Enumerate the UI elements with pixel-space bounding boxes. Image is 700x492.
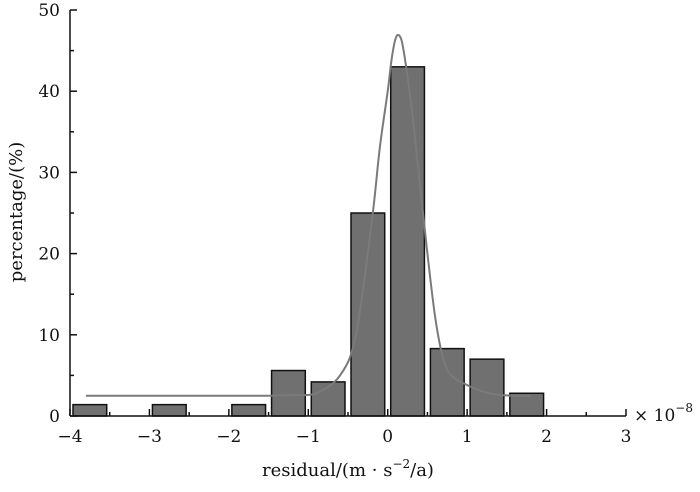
y-tick-label: 10: [38, 326, 60, 346]
y-tick-label: 0: [49, 407, 60, 427]
y-tick-label: 40: [38, 82, 60, 102]
x-ticks-group: −4 −3 −2 −1 0 1 2 3: [57, 409, 631, 447]
x-tick-label: 2: [541, 427, 552, 447]
histogram-bar: [72, 403, 108, 417]
x-multiplier-base: × 10: [634, 406, 675, 426]
y-tick-label: 20: [38, 245, 60, 265]
x-axis-multiplier: × 10−8: [634, 401, 693, 426]
y-tick-label: 30: [38, 163, 60, 183]
histogram-bar: [231, 403, 267, 417]
x-multiplier-exp: −8: [675, 401, 693, 415]
histogram-bar: [350, 212, 386, 417]
histogram-bar: [429, 347, 465, 417]
x-tick-label: 3: [621, 427, 632, 447]
histogram-bar: [469, 358, 505, 417]
histogram-bar: [389, 66, 426, 417]
x-tick-label: −2: [216, 427, 241, 447]
histogram-bar: [270, 369, 307, 417]
x-tick-label: 1: [462, 427, 473, 447]
y-axis-label: percentage/(%): [6, 142, 27, 282]
x-axis-label: residual/(m · s−2/a): [262, 457, 434, 481]
x-label-pre: residual/(m · s: [262, 460, 392, 481]
x-label-sup: −2: [392, 457, 410, 471]
bars-group: [72, 66, 545, 417]
x-tick-label: −3: [137, 427, 162, 447]
x-tick-label: 0: [382, 427, 393, 447]
x-tick-label: −1: [296, 427, 321, 447]
y-ticks-group: 0 10 20 30 40 50: [38, 1, 77, 427]
y-tick-label: 50: [38, 1, 60, 21]
fit-curve-line: [85, 33, 531, 397]
x-tick-label: −4: [57, 427, 82, 447]
x-label-post: /a): [410, 460, 434, 481]
histogram-bar: [151, 403, 187, 417]
